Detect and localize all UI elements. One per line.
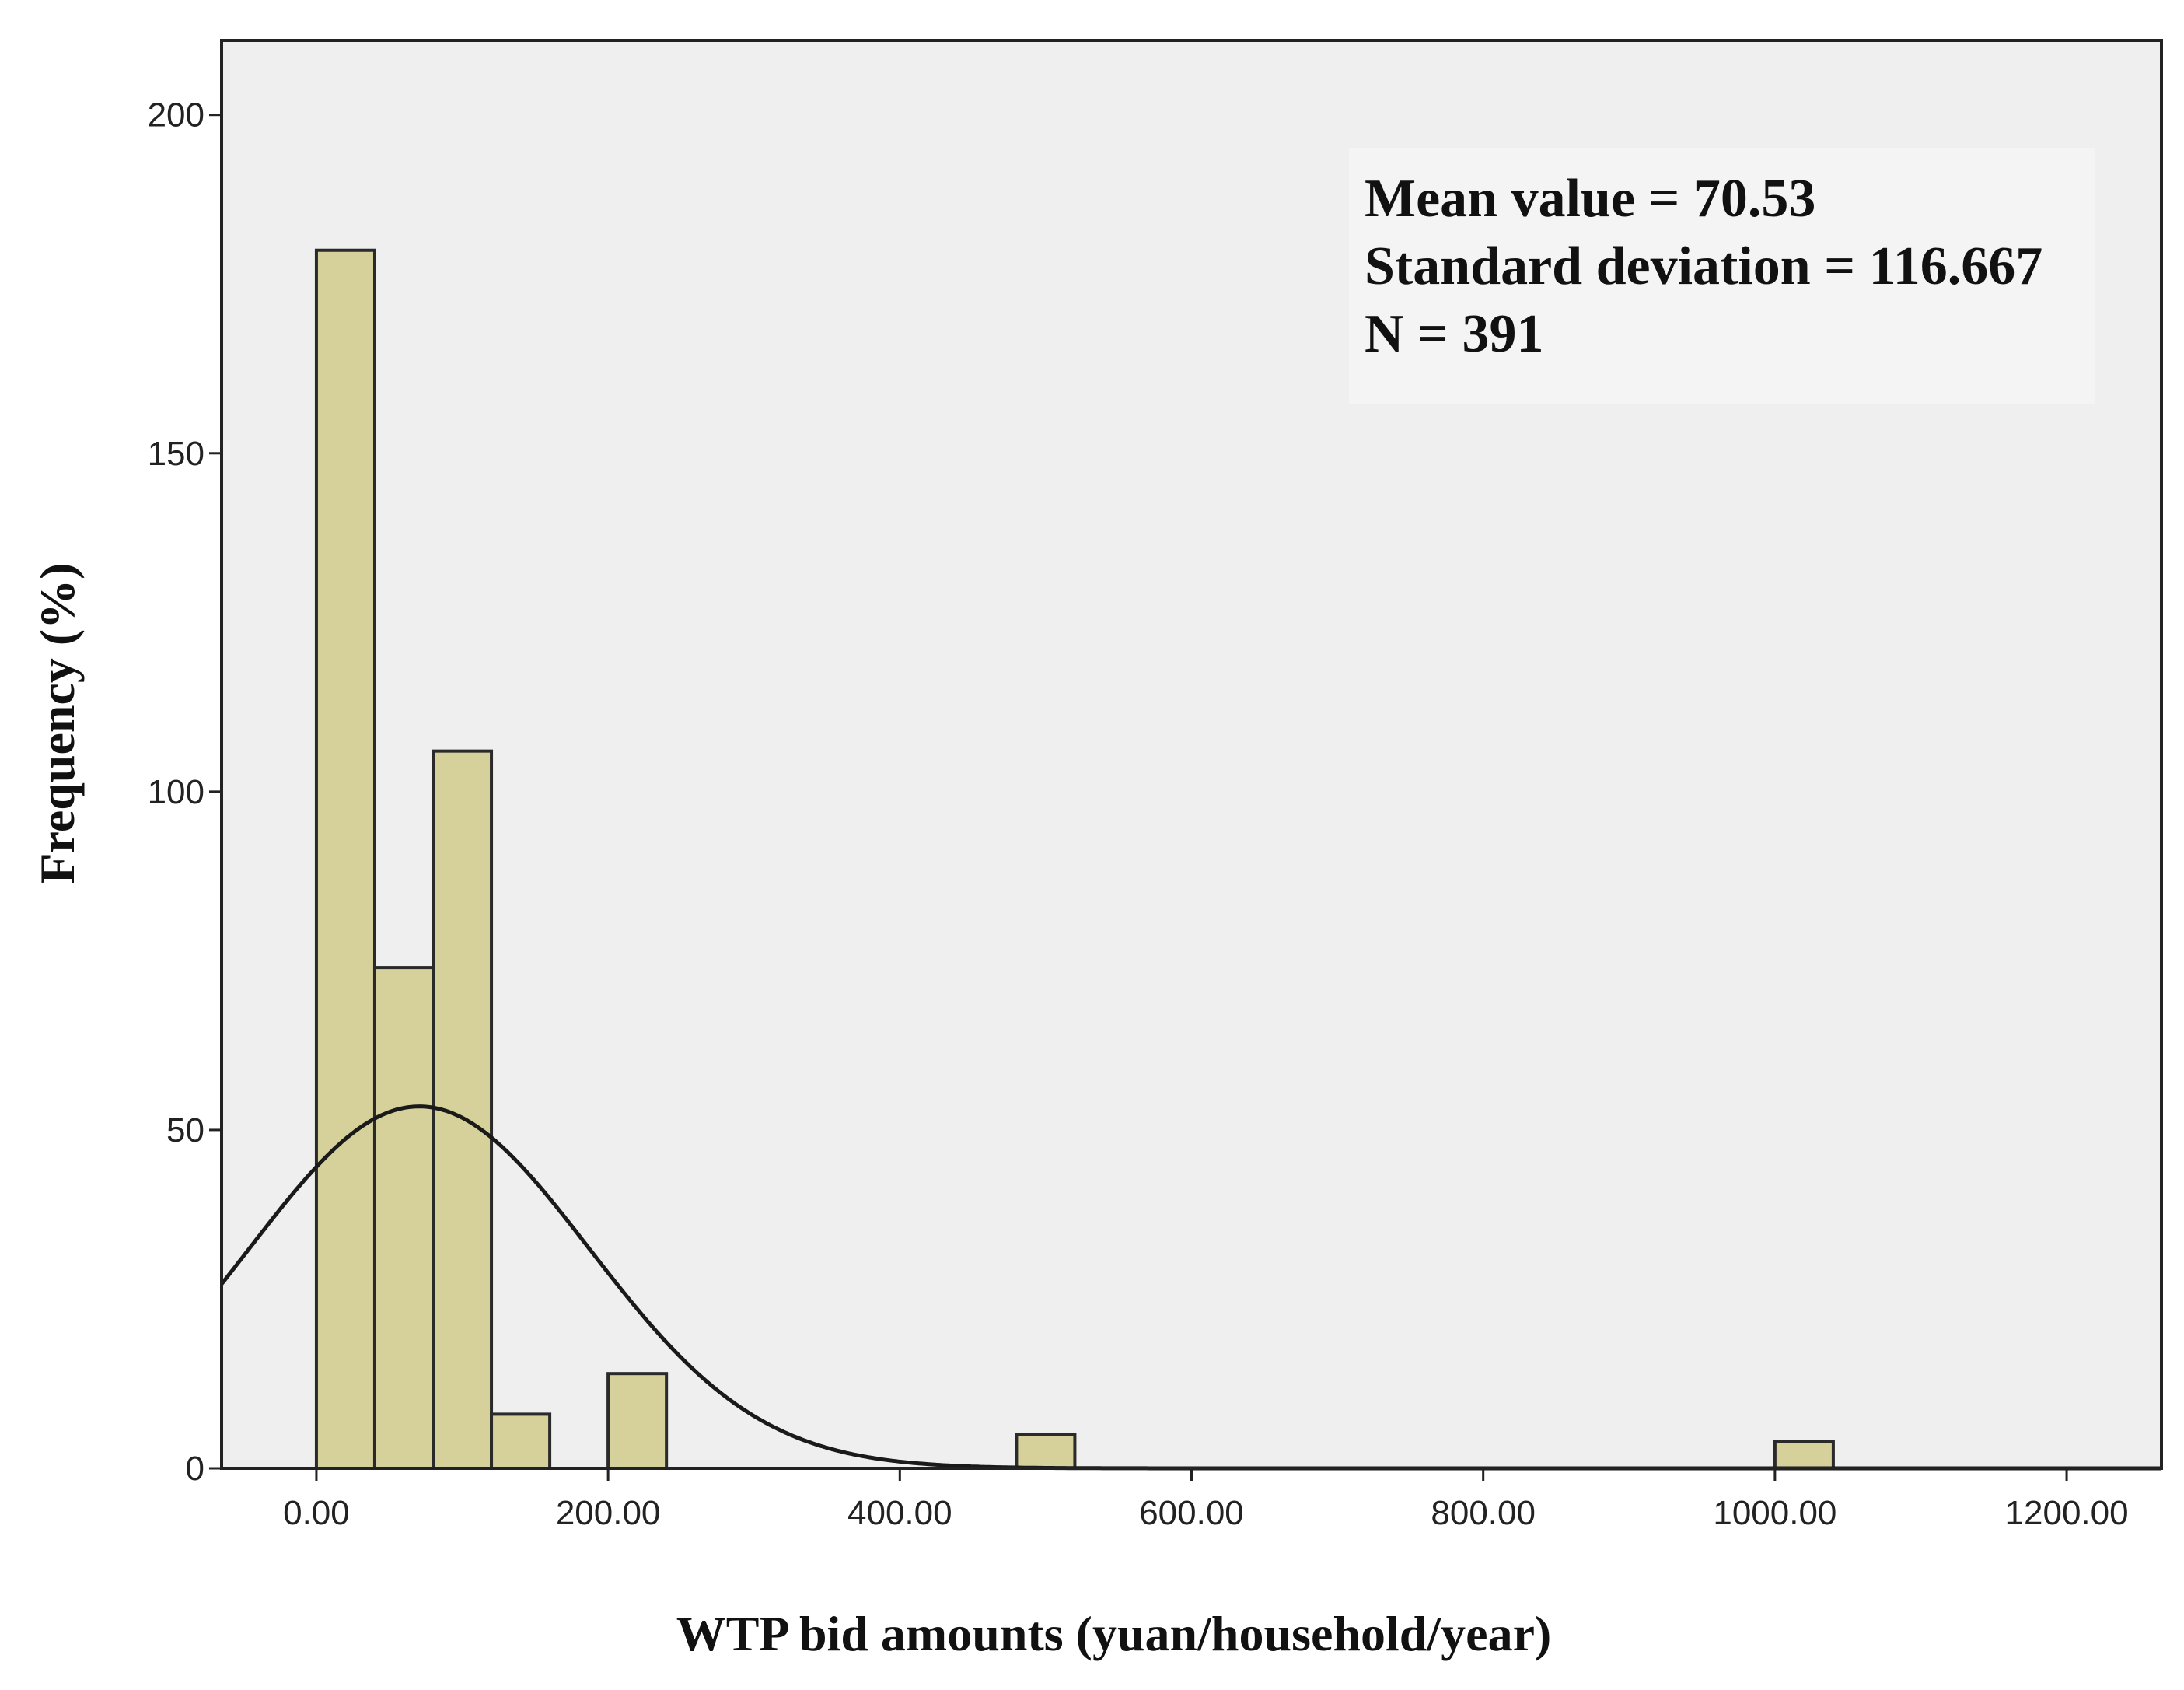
x-tick-label: 400.00 bbox=[847, 1494, 952, 1532]
x-axis-title: WTP bid amounts (yuan/household/year) bbox=[676, 1606, 1552, 1661]
histogram-bar-40-80 bbox=[372, 966, 435, 1470]
y-tick-label: 0 bbox=[186, 1450, 204, 1488]
y-tick-label: 50 bbox=[166, 1111, 204, 1149]
stats-std-dev: Standard deviation = 116.667 bbox=[1365, 236, 2042, 296]
stats-box bbox=[1349, 148, 2095, 404]
histogram-bar-120-160 bbox=[490, 1412, 552, 1471]
x-axis-ticks: 0.00 200.00 400.00 600.00 800.00 1000.00 1200.… bbox=[283, 1468, 2129, 1532]
x-tick-label: 0.00 bbox=[283, 1494, 350, 1532]
y-tick-label: 100 bbox=[148, 773, 204, 811]
x-tick-label: 1200.00 bbox=[2005, 1494, 2129, 1532]
y-axis-ticks: 0 50 100 150 200 bbox=[148, 96, 222, 1488]
x-tick-label: 200.00 bbox=[556, 1494, 661, 1532]
y-tick-label: 150 bbox=[148, 435, 204, 473]
y-axis-title: Frequency (%) bbox=[30, 563, 85, 884]
histogram-bar-200-240 bbox=[606, 1372, 669, 1470]
y-tick-label: 200 bbox=[148, 96, 204, 135]
stats-n: N = 391 bbox=[1365, 304, 1543, 364]
histogram-bar-480-520 bbox=[1015, 1433, 1077, 1471]
x-tick-label: 1000.00 bbox=[1713, 1494, 1836, 1532]
stats-mean: Mean value = 70.53 bbox=[1365, 169, 1815, 229]
x-tick-label: 600.00 bbox=[1139, 1494, 1244, 1532]
histogram-bar-0-40 bbox=[314, 248, 376, 1471]
histogram-bars bbox=[314, 248, 1835, 1471]
x-tick-label: 800.00 bbox=[1431, 1494, 1536, 1532]
histogram-bar-1000-1040 bbox=[1773, 1440, 1835, 1471]
